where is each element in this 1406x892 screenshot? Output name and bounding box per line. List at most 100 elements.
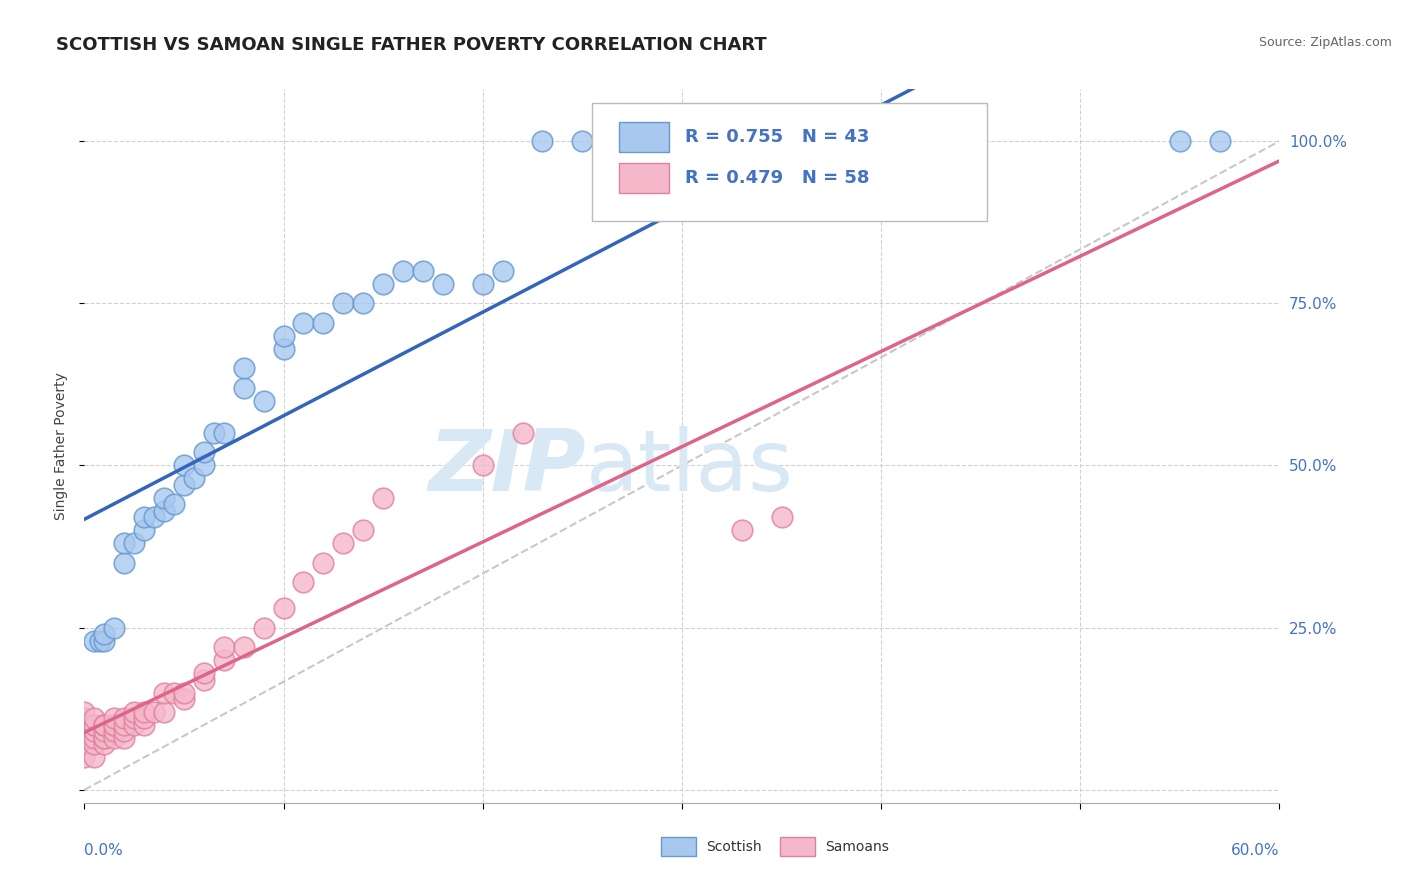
Point	[392, 264, 415, 278]
Point	[83, 724, 105, 739]
Point	[770, 510, 793, 524]
Point	[371, 277, 394, 291]
Point	[83, 738, 105, 752]
Point	[103, 724, 125, 739]
Point	[173, 692, 195, 706]
Point	[73, 724, 96, 739]
Point	[273, 601, 295, 615]
Point	[153, 705, 176, 719]
Point	[122, 705, 145, 719]
Point	[143, 705, 166, 719]
Bar	[619, 162, 669, 193]
Point	[83, 718, 105, 732]
Point	[163, 497, 186, 511]
Y-axis label: Single Father Poverty: Single Father Poverty	[53, 372, 67, 520]
Point	[193, 458, 215, 473]
Point	[112, 556, 135, 570]
Point	[432, 277, 454, 291]
Point	[103, 731, 125, 745]
Point	[512, 425, 534, 440]
Point	[163, 685, 186, 699]
Point	[571, 134, 593, 148]
Point	[292, 575, 315, 590]
Point	[73, 705, 96, 719]
Point	[93, 738, 115, 752]
Text: Source: ZipAtlas.com: Source: ZipAtlas.com	[1258, 36, 1392, 49]
Point	[173, 685, 195, 699]
Point	[93, 718, 115, 732]
Point	[202, 425, 225, 440]
Point	[212, 640, 235, 654]
Point	[273, 342, 295, 356]
Text: 60.0%: 60.0%	[1232, 843, 1279, 858]
Point	[352, 524, 374, 538]
Point	[212, 425, 235, 440]
Point	[132, 705, 156, 719]
Point	[371, 491, 394, 505]
Point	[122, 718, 145, 732]
Point	[212, 653, 235, 667]
Point	[173, 458, 195, 473]
Point	[183, 471, 205, 485]
Point	[731, 524, 754, 538]
Point	[73, 718, 96, 732]
Point	[193, 666, 215, 681]
Point	[93, 731, 115, 745]
Point	[143, 510, 166, 524]
Point	[83, 750, 105, 764]
Point	[83, 633, 105, 648]
Point	[153, 685, 176, 699]
Point	[731, 134, 754, 148]
Point	[93, 627, 115, 641]
Point	[132, 510, 156, 524]
Point	[73, 738, 96, 752]
Point	[73, 731, 96, 745]
Point	[232, 381, 254, 395]
Text: R = 0.755   N = 43: R = 0.755 N = 43	[686, 128, 870, 146]
Point	[1168, 134, 1191, 148]
Point	[112, 536, 135, 550]
Point	[103, 718, 125, 732]
Point	[631, 134, 654, 148]
Point	[1208, 134, 1232, 148]
Point	[471, 277, 494, 291]
Text: atlas: atlas	[586, 425, 794, 509]
Point	[412, 264, 434, 278]
Text: Scottish: Scottish	[706, 839, 762, 854]
Point	[352, 296, 374, 310]
Point	[312, 556, 335, 570]
Point	[253, 621, 276, 635]
Point	[132, 711, 156, 725]
Point	[122, 711, 145, 725]
Point	[132, 524, 156, 538]
Text: 0.0%: 0.0%	[84, 843, 124, 858]
Point	[103, 711, 125, 725]
Point	[273, 328, 295, 343]
Point	[93, 724, 115, 739]
Point	[671, 134, 693, 148]
Point	[103, 621, 125, 635]
Point	[492, 264, 515, 278]
Point	[253, 393, 276, 408]
Point	[292, 316, 315, 330]
Point	[173, 478, 195, 492]
Point	[193, 673, 215, 687]
Point	[471, 458, 494, 473]
Point	[93, 731, 115, 745]
Point	[193, 445, 215, 459]
Point	[132, 718, 156, 732]
Point	[93, 633, 115, 648]
Point	[73, 750, 96, 764]
Point	[531, 134, 554, 148]
Text: SCOTTISH VS SAMOAN SINGLE FATHER POVERTY CORRELATION CHART: SCOTTISH VS SAMOAN SINGLE FATHER POVERTY…	[56, 36, 768, 54]
Point	[122, 536, 145, 550]
Point	[232, 361, 254, 376]
Point	[112, 724, 135, 739]
Point	[153, 504, 176, 518]
Point	[112, 718, 135, 732]
Text: R = 0.479   N = 58: R = 0.479 N = 58	[686, 169, 870, 186]
FancyBboxPatch shape	[592, 103, 987, 221]
Point	[153, 491, 176, 505]
Point	[103, 718, 125, 732]
Point	[232, 640, 254, 654]
